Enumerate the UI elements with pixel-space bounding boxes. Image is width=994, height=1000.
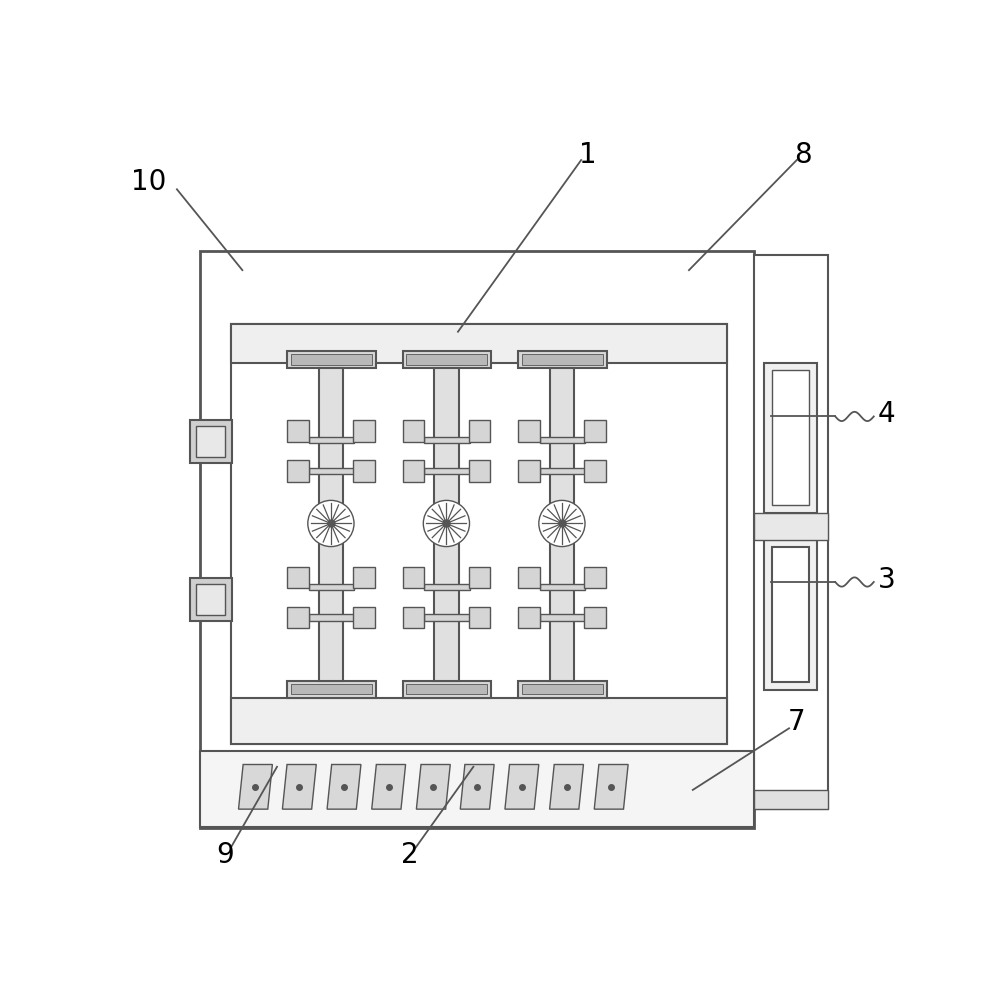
Bar bbox=[521, 354, 602, 365]
Bar bbox=[753, 255, 827, 809]
Bar bbox=[308, 584, 354, 590]
Text: 8: 8 bbox=[793, 141, 811, 169]
Bar bbox=[403, 567, 423, 588]
Bar bbox=[403, 607, 423, 628]
Text: 2: 2 bbox=[401, 841, 418, 869]
Bar bbox=[539, 614, 584, 620]
Polygon shape bbox=[415, 764, 450, 809]
Bar bbox=[353, 607, 375, 628]
Polygon shape bbox=[460, 764, 494, 809]
Bar bbox=[200, 751, 753, 827]
Bar bbox=[468, 420, 490, 442]
Bar bbox=[433, 368, 458, 681]
Bar bbox=[318, 368, 343, 681]
Polygon shape bbox=[549, 764, 582, 809]
Circle shape bbox=[307, 500, 354, 547]
Bar bbox=[196, 426, 226, 457]
Bar bbox=[539, 584, 584, 590]
Bar bbox=[403, 351, 491, 368]
Bar bbox=[518, 460, 539, 482]
Polygon shape bbox=[593, 764, 627, 809]
Bar bbox=[286, 607, 308, 628]
Bar bbox=[753, 513, 827, 540]
Bar bbox=[286, 460, 308, 482]
Bar bbox=[521, 684, 602, 694]
Text: 4: 4 bbox=[877, 400, 895, 428]
Bar bbox=[468, 607, 490, 628]
Bar bbox=[406, 354, 487, 365]
Bar bbox=[549, 368, 574, 681]
Bar bbox=[423, 614, 469, 620]
Bar bbox=[423, 584, 469, 590]
Bar bbox=[290, 354, 372, 365]
Bar bbox=[196, 584, 226, 615]
Bar bbox=[231, 324, 727, 744]
Polygon shape bbox=[282, 764, 316, 809]
Bar bbox=[308, 614, 354, 620]
Text: 1: 1 bbox=[578, 141, 595, 169]
Circle shape bbox=[422, 500, 469, 547]
Polygon shape bbox=[239, 764, 272, 809]
Text: 9: 9 bbox=[217, 841, 234, 869]
Bar bbox=[423, 437, 469, 443]
Bar bbox=[403, 681, 491, 698]
Bar bbox=[308, 437, 354, 443]
Bar bbox=[403, 460, 423, 482]
Bar bbox=[231, 324, 727, 363]
Bar bbox=[583, 607, 605, 628]
Bar bbox=[200, 251, 753, 828]
Text: 10: 10 bbox=[130, 168, 166, 196]
Bar bbox=[353, 567, 375, 588]
Polygon shape bbox=[504, 764, 539, 809]
Bar bbox=[231, 698, 727, 744]
Bar bbox=[518, 420, 539, 442]
Bar bbox=[518, 567, 539, 588]
Polygon shape bbox=[327, 764, 361, 809]
Bar bbox=[753, 790, 827, 809]
Bar bbox=[539, 437, 584, 443]
Bar bbox=[286, 567, 308, 588]
Bar bbox=[771, 370, 808, 505]
Bar bbox=[353, 420, 375, 442]
Bar bbox=[583, 420, 605, 442]
Bar bbox=[583, 460, 605, 482]
Bar bbox=[468, 567, 490, 588]
Bar bbox=[468, 460, 490, 482]
Bar bbox=[518, 351, 606, 368]
Bar bbox=[403, 420, 423, 442]
Bar bbox=[286, 420, 308, 442]
Polygon shape bbox=[372, 764, 406, 809]
Bar bbox=[190, 578, 233, 620]
Bar bbox=[190, 420, 233, 463]
Bar bbox=[539, 468, 584, 474]
Bar bbox=[406, 684, 487, 694]
Bar bbox=[290, 684, 372, 694]
Bar bbox=[518, 607, 539, 628]
Text: 7: 7 bbox=[787, 708, 805, 736]
Bar bbox=[353, 460, 375, 482]
Bar bbox=[518, 681, 606, 698]
Bar bbox=[763, 363, 816, 513]
Bar bbox=[286, 681, 375, 698]
Bar bbox=[423, 468, 469, 474]
Bar bbox=[286, 351, 375, 368]
Text: 3: 3 bbox=[877, 566, 895, 594]
Bar bbox=[763, 540, 816, 690]
Bar bbox=[583, 567, 605, 588]
Bar bbox=[771, 547, 808, 682]
Circle shape bbox=[539, 500, 584, 547]
Bar bbox=[308, 468, 354, 474]
